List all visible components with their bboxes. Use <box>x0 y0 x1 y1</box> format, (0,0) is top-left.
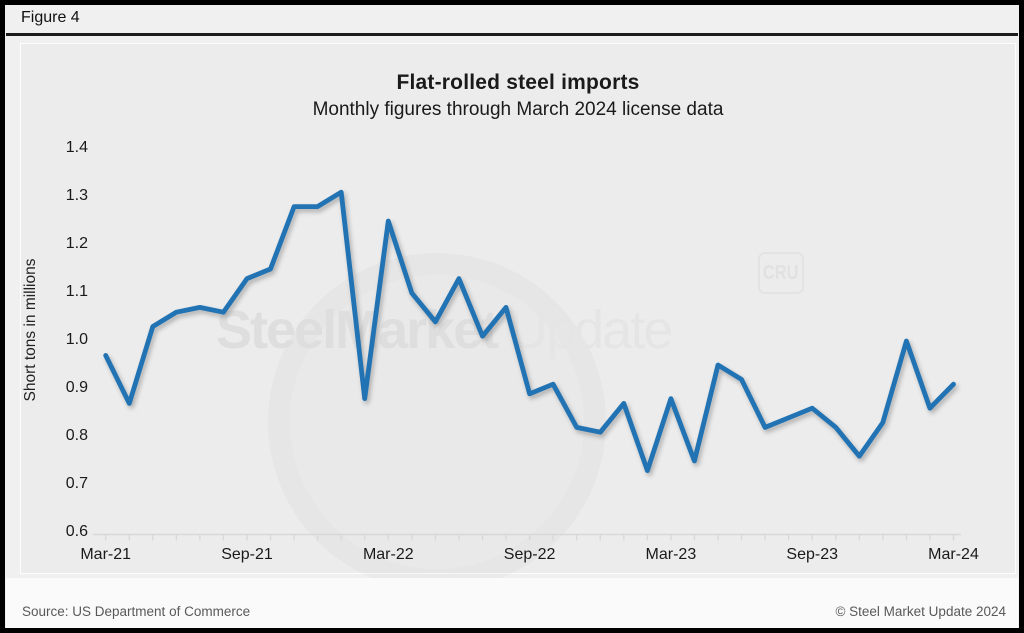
x-tick-label: Mar-23 <box>645 546 697 563</box>
y-tick-label: 1.4 <box>65 139 88 156</box>
x-tick-label: Mar-21 <box>80 546 132 563</box>
cru-logo-text: CRU <box>763 261 799 284</box>
y-tick-label: 1.0 <box>65 331 88 348</box>
y-tick-label: 0.7 <box>65 475 88 492</box>
x-tick-label: Sep-22 <box>503 546 556 563</box>
x-tick-label: Mar-24 <box>928 546 979 563</box>
figure-label: Figure 4 <box>21 9 80 26</box>
x-tick-label: Sep-21 <box>221 546 273 563</box>
watermark-steelmarket: SteelMarket <box>216 300 499 360</box>
watermark-brand-text: SteelMarket Update <box>216 299 673 361</box>
watermark-update: Update <box>509 300 673 360</box>
footer-bar: Source: US Department of Commerce © Stee… <box>6 578 1018 628</box>
cru-logo: CRU <box>758 252 804 294</box>
chart-title: Flat-rolled steel imports <box>396 71 640 94</box>
source-note: Source: US Department of Commerce <box>22 604 251 619</box>
y-axis-label: Short tons in millions <box>22 258 39 402</box>
x-tick-label: Mar-22 <box>362 546 414 563</box>
y-tick-label: 1.3 <box>65 187 88 204</box>
x-tick-label: Sep-23 <box>786 546 838 563</box>
y-tick-label: 1.1 <box>65 283 88 300</box>
y-tick-label: 0.6 <box>65 523 88 540</box>
copyright-note: © Steel Market Update 2024 <box>835 604 1006 619</box>
y-tick-label: 0.8 <box>65 427 88 444</box>
chart-subtitle: Monthly figures through March 2024 licen… <box>312 99 724 120</box>
y-tick-label: 1.2 <box>65 235 88 252</box>
y-tick-label: 0.9 <box>65 379 88 396</box>
header-rule <box>6 33 1018 36</box>
